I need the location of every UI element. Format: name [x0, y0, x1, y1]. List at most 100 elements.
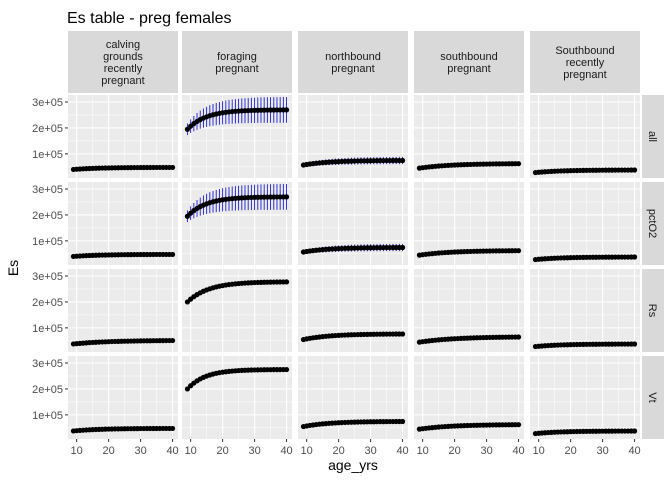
y-tick-label: 1e+05: [32, 323, 63, 335]
x-tick-label: 10: [533, 445, 545, 457]
data-point: [515, 334, 522, 340]
facet-panel: [298, 269, 408, 352]
facet-panel: [182, 356, 292, 439]
panel-background: [68, 182, 178, 265]
data-point: [515, 248, 522, 254]
y-tick-label: 3e+05: [32, 358, 63, 370]
column-strip-label: Southbound: [555, 45, 614, 57]
row-strip-label: Rs: [646, 304, 658, 318]
row-strip-label: pctO2: [646, 209, 658, 238]
x-axis-title: age_yrs: [328, 457, 378, 473]
x-tick-label: 40: [396, 445, 408, 457]
facet-panel: [182, 269, 292, 352]
data-point: [169, 164, 176, 171]
x-tick-label: 10: [417, 445, 429, 457]
column-strip: [298, 31, 408, 93]
facet-panel: [182, 182, 292, 265]
panel-background: [68, 356, 178, 439]
data-point: [631, 254, 638, 260]
panel-background: [530, 95, 640, 178]
data-point: [169, 337, 176, 344]
data-point: [283, 366, 290, 373]
x-tick-label: 30: [364, 445, 376, 457]
column-strip-label: pregnant: [563, 69, 606, 81]
x-tick-label: 40: [512, 445, 524, 457]
panel-background: [68, 95, 178, 178]
y-tick-label: 3e+05: [32, 184, 63, 196]
column-strip-label: pregnant: [447, 63, 490, 75]
row-strip-label: Vt: [646, 392, 658, 402]
facet-panel: [530, 182, 640, 265]
data-point: [515, 422, 522, 428]
facet-panel: [414, 182, 524, 265]
x-tick-label: 30: [596, 445, 608, 457]
row-strip: [642, 356, 664, 439]
facet-panel: [298, 356, 408, 439]
data-point: [283, 279, 290, 285]
column-strip-label: recently: [104, 63, 143, 75]
column-strip: [182, 31, 292, 93]
facet-panel: [68, 269, 178, 352]
data-point: [631, 167, 638, 173]
facet-panel: [68, 182, 178, 265]
x-tick-label: 20: [448, 445, 460, 457]
row-strip: [642, 269, 664, 352]
panel-background: [182, 95, 292, 178]
row-strip: [642, 182, 664, 265]
facet-panel: [298, 95, 408, 178]
column-strip-label: pregnant: [331, 63, 374, 75]
y-tick-label: 1e+05: [32, 236, 63, 248]
data-point: [399, 418, 406, 425]
data-point: [169, 251, 176, 258]
data-point: [399, 244, 406, 251]
row-strip-label: all: [646, 131, 658, 142]
panel-background: [182, 182, 292, 265]
data-point: [399, 157, 406, 164]
column-strip-label: grounds: [103, 51, 143, 63]
data-point: [184, 386, 191, 392]
y-tick-label: 2e+05: [32, 123, 63, 135]
x-tick-label: 20: [102, 445, 114, 457]
row-strip: [642, 95, 664, 178]
y-tick-label: 2e+05: [32, 297, 63, 309]
facet-panel: [182, 95, 292, 178]
column-strip-label: recently: [566, 57, 605, 69]
y-tick-label: 3e+05: [32, 271, 63, 283]
y-tick-label: 3e+05: [32, 97, 63, 109]
x-tick-label: 20: [332, 445, 344, 457]
x-tick-label: 30: [248, 445, 260, 457]
data-point: [283, 194, 290, 200]
column-strip-label: foraging: [217, 51, 257, 63]
x-tick-label: 30: [134, 445, 146, 457]
data-point: [631, 428, 638, 434]
column-strip-label: northbound: [325, 51, 381, 63]
x-tick-label: 40: [166, 445, 178, 457]
facet-panel: [298, 182, 408, 265]
x-tick-label: 20: [216, 445, 228, 457]
column-strip-label: pregnant: [215, 63, 258, 75]
x-tick-label: 40: [280, 445, 292, 457]
chart-title: Es table - preg females: [67, 10, 232, 27]
data-point: [169, 425, 176, 432]
x-tick-label: 40: [628, 445, 640, 457]
facet-panel: [530, 269, 640, 352]
facet-panel: [530, 95, 640, 178]
facet-panel: [414, 356, 524, 439]
column-strip-label: calving: [106, 39, 140, 51]
data-point: [515, 161, 522, 167]
facet-panel: [530, 356, 640, 439]
facet-panel: [68, 356, 178, 439]
column-strip-label: southbound: [440, 51, 498, 63]
column-strip: [414, 31, 524, 93]
x-tick-label: 30: [480, 445, 492, 457]
facet-panel: [414, 269, 524, 352]
x-tick-label: 10: [185, 445, 197, 457]
data-point: [631, 341, 638, 347]
data-point: [399, 331, 406, 337]
panel-background: [530, 356, 640, 439]
column-strip-label: pregnant: [101, 75, 144, 87]
x-tick-label: 10: [301, 445, 313, 457]
x-tick-label: 20: [564, 445, 576, 457]
panel-background: [530, 182, 640, 265]
